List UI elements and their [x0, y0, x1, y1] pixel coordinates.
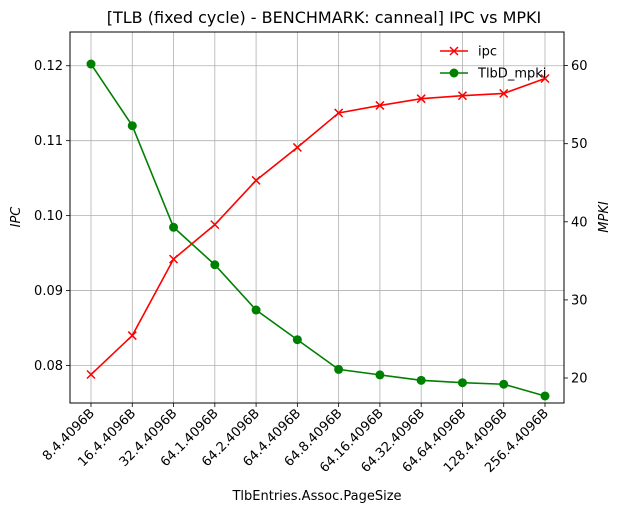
y-tick-label-right: 30: [571, 293, 588, 308]
legend-marker: [449, 46, 459, 56]
x-axis-label: TlbEntries.Assoc.PageSize: [231, 489, 401, 504]
data-point-ipc: [499, 88, 509, 98]
data-point-ipc: [457, 91, 467, 101]
marker-stroke: [416, 94, 426, 104]
marker-stroke: [210, 220, 220, 230]
marker-stroke: [540, 73, 550, 83]
legend-marker: [449, 68, 459, 78]
ticks: 8.4.4096B16.4.4096B32.4.4096B64.1.4096B6…: [34, 59, 588, 476]
series-line-tlbd-mpki: [90, 63, 546, 397]
y-tick-label-left: 0.10: [34, 209, 63, 224]
marker-stroke: [251, 175, 261, 185]
data-point-ipc: [292, 142, 302, 152]
data-point-ipc: [210, 220, 220, 230]
data-point-tlbd-mpki: [334, 364, 344, 374]
legend-label: ipc: [478, 45, 497, 60]
marker-stroke: [334, 108, 344, 118]
y-tick-label-left: 0.09: [34, 284, 63, 299]
data-point-tlbd-mpki: [499, 379, 509, 389]
data-point-tlbd-mpki: [375, 370, 385, 380]
data-point-tlbd-mpki: [251, 305, 261, 315]
series-layer: [86, 59, 550, 401]
data-point-tlbd-mpki: [540, 391, 550, 401]
marker-stroke: [169, 254, 179, 264]
legend-item-ipc: ipc: [440, 45, 497, 60]
legend-label: TlbD_mpki: [477, 67, 546, 82]
data-point-ipc: [540, 73, 550, 83]
data-point-tlbd-mpki: [210, 260, 220, 270]
marker-stroke: [449, 46, 459, 56]
grid: [70, 32, 564, 403]
data-point-tlbd-mpki: [86, 59, 96, 69]
data-point-ipc: [251, 175, 261, 185]
y-tick-label-left: 0.11: [34, 134, 63, 149]
chart-title: [TLB (fixed cycle) - BENCHMARK: canneal]…: [107, 8, 542, 27]
plot-frame: [69, 31, 565, 404]
data-point-ipc: [416, 94, 426, 104]
y-tick-label-right: 60: [571, 59, 588, 74]
marker-stroke: [86, 369, 96, 380]
marker-stroke: [499, 88, 509, 98]
data-point-tlbd-mpki: [292, 335, 302, 345]
data-point-ipc: [127, 331, 137, 341]
y-tick-label-left: 0.08: [34, 359, 63, 374]
data-point-tlbd-mpki: [416, 375, 426, 385]
legend-item-tlbd-mpki: TlbD_mpki: [440, 67, 546, 82]
legend: ipc TlbD_mpki: [440, 45, 546, 82]
y-tick-label-right: 50: [571, 137, 588, 152]
marker-stroke: [127, 331, 137, 341]
y-tick-label-right: 20: [571, 372, 588, 387]
series-line-ipc: [90, 77, 546, 376]
y-tick-label-right: 40: [571, 215, 588, 230]
y-axis-label-left: IPC: [9, 206, 24, 228]
data-point-ipc: [86, 369, 96, 380]
marker-stroke: [457, 91, 467, 101]
data-point-ipc: [334, 108, 344, 118]
y-axis-label-right: MPKI: [597, 201, 612, 233]
y-tick-label-left: 0.12: [34, 59, 63, 74]
data-point-tlbd-mpki: [457, 378, 467, 388]
data-point-tlbd-mpki: [169, 222, 179, 232]
data-point-tlbd-mpki: [127, 121, 137, 131]
marker-stroke: [292, 142, 302, 152]
data-point-ipc: [169, 254, 179, 264]
marker-stroke: [375, 100, 385, 110]
data-point-ipc: [375, 100, 385, 110]
